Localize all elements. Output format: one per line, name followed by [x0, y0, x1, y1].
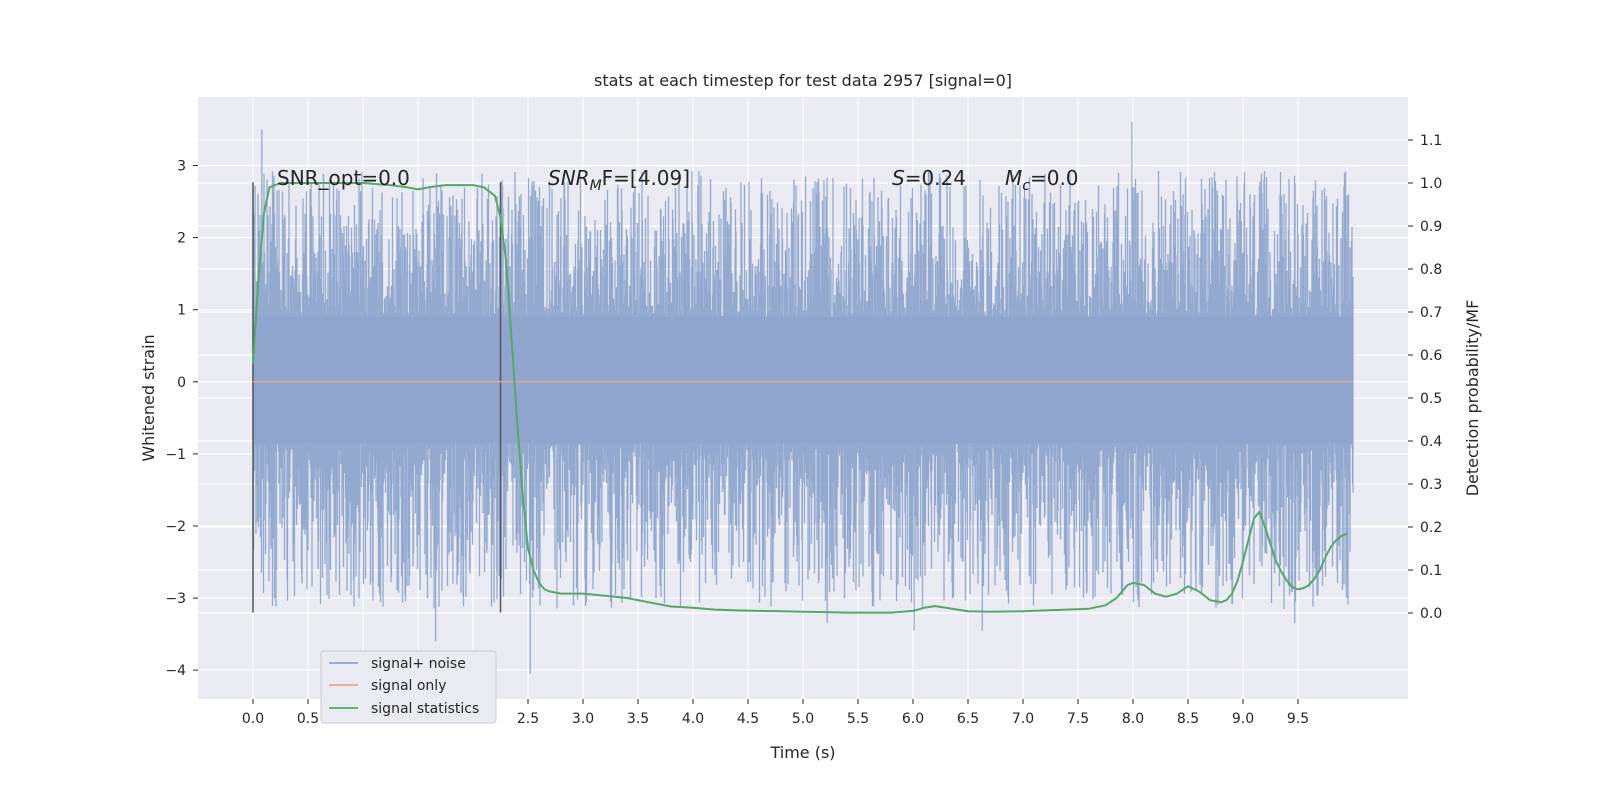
annotation-snr-mf: SNRMF=[4.09]	[548, 166, 690, 194]
y-axis-label: Whitened strain	[139, 334, 158, 461]
snr-mf-value: F=[4.09]	[602, 166, 690, 190]
x-tick-label: 7.0	[1012, 711, 1034, 727]
x-tick-label: 3.0	[572, 711, 594, 727]
x-tick-label: 0.0	[242, 711, 264, 727]
y2-tick-label: 0.4	[1420, 434, 1442, 450]
x-tick-label: 8.5	[1177, 711, 1199, 727]
y2-tick-label: 0.7	[1420, 305, 1442, 321]
series-signal-statistics-line	[252, 182, 1348, 614]
x-tick-label: 7.5	[1067, 711, 1089, 727]
s-value: =0.24	[905, 166, 966, 190]
y2-tick-label: 0.1	[1420, 563, 1442, 579]
chart-title: stats at each timestep for test data 295…	[594, 71, 1012, 90]
y2-tick-label: 0.2	[1420, 520, 1442, 536]
y2-tick-label: 0.8	[1420, 262, 1442, 278]
legend-box	[320, 650, 497, 724]
x-tick-label: 0.5	[297, 711, 319, 727]
x-tick-label: 6.0	[902, 711, 924, 727]
mc-value: =0.0	[1030, 166, 1079, 190]
legend-label-signal-noise: signal+ noise	[371, 656, 466, 672]
x-tick-label: 3.5	[627, 711, 649, 727]
snr-mf-symbol: SNR	[548, 166, 590, 190]
s-symbol: S	[892, 166, 905, 190]
legend-label-signal-statistics: signal statistics	[371, 701, 479, 717]
y2-tick-label: 0.0	[1420, 606, 1442, 622]
x-tick-label: 8.0	[1122, 711, 1144, 727]
y2-tick-label: 1.0	[1420, 176, 1442, 192]
legend: signal+ noise signal only signal statist…	[320, 650, 497, 724]
y2-tick-label: 1.1	[1420, 133, 1442, 149]
y-tick-label: −4	[165, 663, 186, 679]
series-signal-noise-band	[253, 316, 1353, 444]
snr-mf-subscript: M	[590, 178, 602, 194]
annotation-snr-opt: SNR_opt=0.0	[277, 166, 410, 190]
x-tick-label: 5.0	[792, 711, 814, 727]
x-tick-label: 6.5	[957, 711, 979, 727]
annotation-s: S=0.24	[892, 166, 966, 190]
y-tick-label: 1	[177, 303, 186, 319]
legend-label-signal-only: signal only	[371, 678, 446, 694]
y-tick-label: 2	[177, 231, 186, 247]
y-tick-label: −1	[165, 447, 186, 463]
x-tick-label: 9.0	[1232, 711, 1254, 727]
x-tick-label: 4.0	[682, 711, 704, 727]
y2-tick-label: 0.3	[1420, 477, 1442, 493]
x-tick-label: 2.5	[517, 711, 539, 727]
y2-tick-label: 0.9	[1420, 219, 1442, 235]
y-tick-label: −2	[165, 519, 186, 535]
y-tick-label: −3	[165, 591, 186, 607]
y-tick-label: 3	[177, 158, 186, 174]
y-tick-label: 0	[177, 375, 186, 391]
x-tick-label: 9.5	[1287, 711, 1309, 727]
x-axis-label: Time (s)	[769, 743, 835, 762]
y2-tick-label: 0.6	[1420, 348, 1442, 364]
x-tick-label: 5.5	[847, 711, 869, 727]
data-layer	[252, 122, 1354, 674]
mc-subscript: c	[1022, 178, 1030, 194]
x-tick-label: 4.5	[737, 711, 759, 727]
mc-symbol: M	[1005, 166, 1022, 190]
y2-axis-label: Detection probability/MF	[1463, 300, 1482, 497]
annotation-mc: Mc=0.0	[1005, 166, 1079, 194]
y2-tick-label: 0.5	[1420, 391, 1442, 407]
